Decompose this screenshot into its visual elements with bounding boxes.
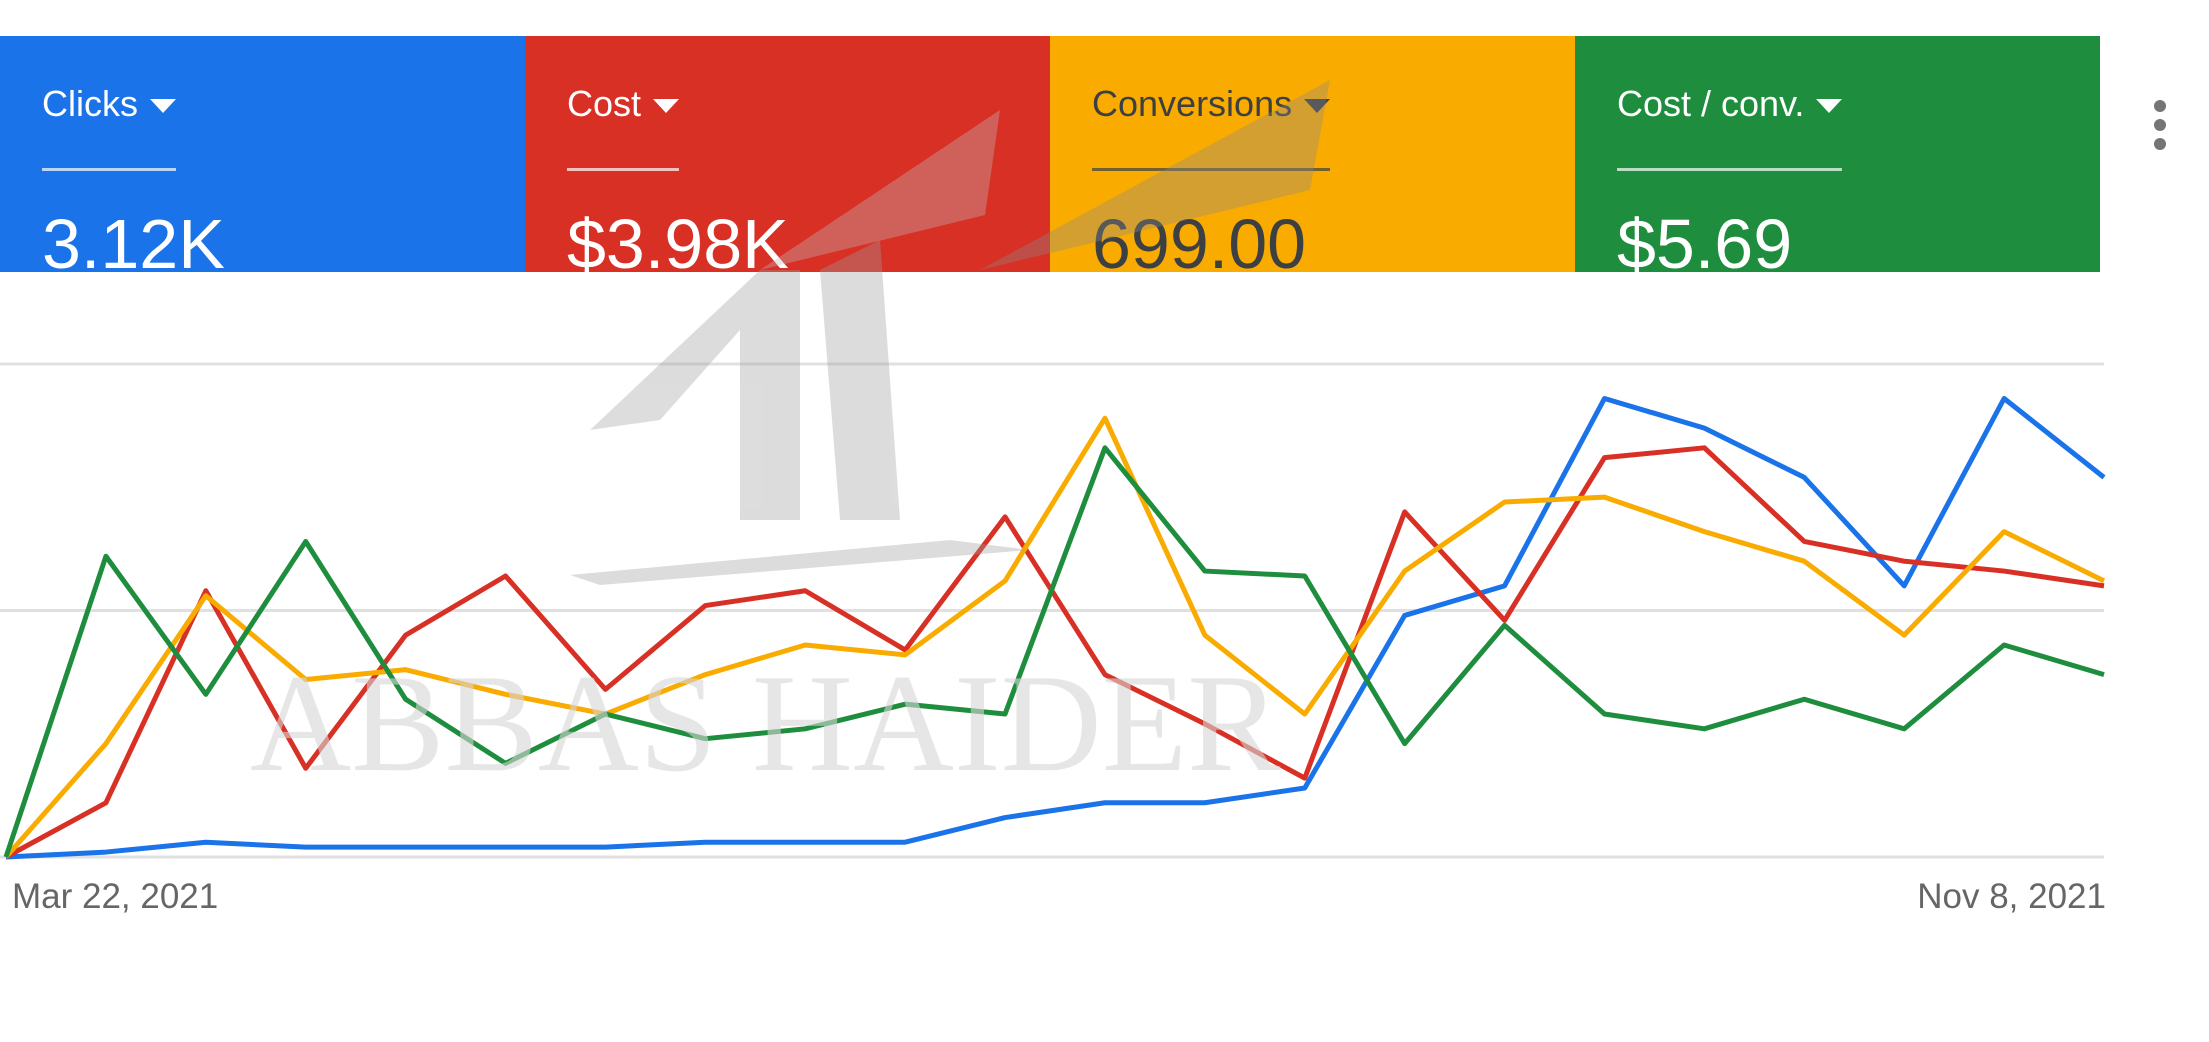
metric-card-cost[interactable]: Cost $3.98K xyxy=(525,36,1050,283)
dropdown-arrow-icon[interactable] xyxy=(1816,99,1843,113)
series-line-conversions xyxy=(4,415,2106,859)
metric-label-underline xyxy=(1617,168,1842,171)
x-axis-end-label: Nov 8, 2021 xyxy=(1917,877,2106,916)
metric-label: Cost / conv. xyxy=(1617,83,1805,124)
metric-label: Conversions xyxy=(1092,83,1293,124)
dropdown-arrow-icon[interactable] xyxy=(653,99,680,113)
metric-value: $5.69 xyxy=(1617,205,1793,283)
series-line-cost-conv xyxy=(3,445,2105,858)
performance-line-chart: Mar 22, 2021 Nov 8, 2021 xyxy=(0,362,2106,916)
metric-value: 699.00 xyxy=(1092,205,1307,283)
metric-label: Cost xyxy=(567,83,642,124)
metric-card-conversions[interactable]: Conversions 699.00 xyxy=(1050,36,1575,283)
metric-label-underline xyxy=(42,168,176,171)
metric-cards: Clicks 3.12K Cost $3.98K Conversions 699… xyxy=(0,36,2100,283)
chart-series-lines xyxy=(3,396,2106,860)
metric-card-clicks[interactable]: Clicks 3.12K xyxy=(0,36,525,283)
metric-label-underline xyxy=(567,168,679,171)
series-line-clicks xyxy=(5,396,2106,860)
metric-value: $3.98K xyxy=(567,205,789,283)
metric-selector-conversions[interactable]: Conversions xyxy=(1092,83,1331,132)
metric-label-underline xyxy=(1092,168,1330,171)
metric-value: 3.12K xyxy=(42,205,225,283)
series-line-cost xyxy=(4,445,2105,860)
x-axis-start-label: Mar 22, 2021 xyxy=(12,877,218,916)
dropdown-arrow-icon[interactable] xyxy=(150,99,176,113)
metric-selector-cost[interactable]: Cost xyxy=(567,83,680,132)
dropdown-arrow-icon[interactable] xyxy=(1304,99,1331,113)
metric-card-cost-per-conversion[interactable]: Cost / conv. $5.69 xyxy=(1575,36,2100,283)
metric-selector-cost-per-conversion[interactable]: Cost / conv. xyxy=(1617,83,1843,132)
more-vert-icon[interactable] xyxy=(2148,100,2172,156)
chart-gridlines xyxy=(0,362,2104,859)
metric-label: Clicks xyxy=(42,83,138,124)
metric-selector-clicks[interactable]: Clicks xyxy=(42,84,176,132)
